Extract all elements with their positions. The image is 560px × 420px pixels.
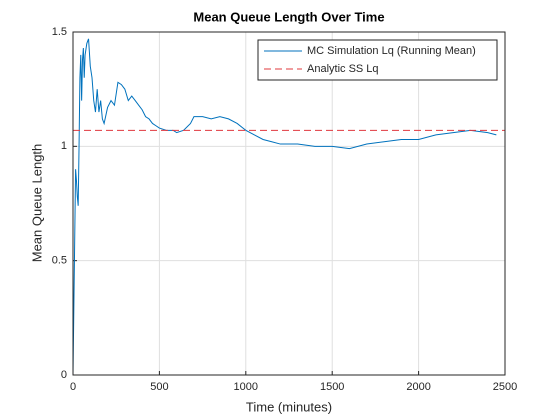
x-axis-label: Time (minutes)	[246, 399, 332, 414]
x-tick-label: 500	[150, 381, 168, 393]
legend-box	[257, 39, 498, 81]
y-tick-label: 0	[61, 369, 67, 381]
x-tick-label: 1000	[234, 381, 258, 393]
data-line	[72, 38, 497, 376]
legend-label: MC Simulation Lq (Running Mean)	[307, 45, 476, 57]
legend-label: Analytic SS Lq	[307, 63, 379, 75]
y-tick-label: 1	[61, 140, 67, 152]
y-tick-label: 1.5	[52, 26, 67, 38]
y-axis-label: Mean Queue Length	[29, 144, 44, 263]
y-tick-label: 0.5	[52, 255, 67, 267]
x-tick-label: 1500	[320, 381, 344, 393]
x-tick-label: 2000	[406, 381, 430, 393]
axes-box	[72, 31, 506, 376]
x-tick-label: 0	[70, 381, 76, 393]
chart-title: Mean Queue Length Over Time	[193, 9, 384, 24]
x-tick-label: 2500	[493, 381, 517, 393]
